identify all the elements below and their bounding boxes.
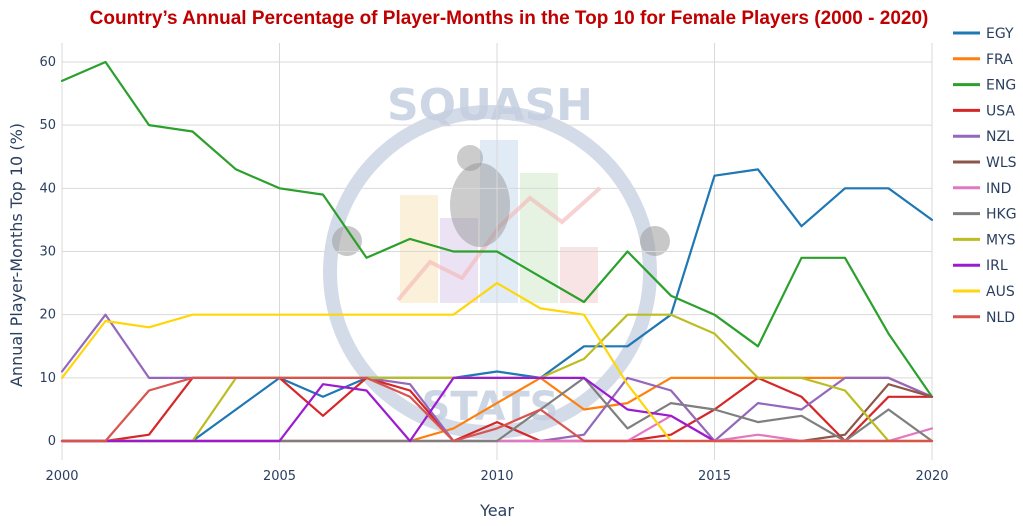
- legend-item-mys[interactable]: MYS: [953, 232, 1016, 248]
- chart-title: Country’s Annual Percentage of Player-Mo…: [90, 8, 929, 29]
- legend-label: AUS: [986, 284, 1015, 300]
- y-axis-label: Annual Player-Months Top 10 (%): [7, 123, 26, 387]
- y-tick-label: 40: [39, 181, 56, 196]
- legend-item-aus[interactable]: AUS: [953, 284, 1015, 300]
- legend-label: IRL: [986, 258, 1008, 274]
- legend-label: HKG: [986, 207, 1017, 223]
- watermark-top-text: SQUASH: [387, 80, 593, 131]
- y-tick-label: 0: [48, 434, 56, 449]
- legend-item-nzl[interactable]: NZL: [953, 129, 1014, 145]
- series-line-eng: [60, 60, 934, 398]
- y-tick-label: 20: [39, 308, 56, 323]
- series-line-egy: [60, 168, 934, 443]
- x-tick-label: 2005: [263, 469, 296, 484]
- legend-item-egy[interactable]: EGY: [953, 26, 1014, 42]
- legend-label: NZL: [986, 129, 1014, 145]
- legend-label: EGY: [986, 26, 1014, 42]
- y-tick-label: 30: [39, 245, 56, 260]
- legend-label: WLS: [986, 155, 1017, 171]
- legend-item-fra[interactable]: FRA: [953, 52, 1013, 68]
- legend-label: FRA: [986, 52, 1013, 68]
- x-tick-label: 2010: [480, 469, 513, 484]
- legend-item-usa[interactable]: USA: [953, 103, 1015, 119]
- y-tick-label: 60: [39, 55, 56, 70]
- x-tick-label: 2020: [915, 469, 948, 484]
- watermark: SQUASH STATS: [323, 80, 670, 439]
- x-axis-label: Year: [479, 501, 514, 520]
- x-tick-label: 2015: [698, 469, 731, 484]
- x-tick-label: 2000: [45, 469, 78, 484]
- series-line-nld: [60, 376, 934, 443]
- legend-item-irl[interactable]: IRL: [953, 258, 1008, 274]
- legend-label: USA: [986, 103, 1015, 119]
- legend-label: ENG: [986, 78, 1016, 94]
- legend-item-nld[interactable]: NLD: [953, 310, 1015, 326]
- legend-label: MYS: [986, 232, 1016, 248]
- series-lines: [60, 60, 934, 443]
- legend-label: IND: [986, 181, 1011, 197]
- legend-item-ind[interactable]: IND: [953, 181, 1011, 197]
- y-tick-label: 10: [39, 371, 56, 386]
- axis-ticks: 0 10 20 30 40 50 60 2000 2005 2010 2015 2020: [39, 55, 948, 484]
- legend-item-eng[interactable]: ENG: [953, 78, 1016, 94]
- y-tick-label: 50: [39, 118, 56, 133]
- legend-item-hkg[interactable]: HKG: [953, 207, 1017, 223]
- watermark-logo-icon: [323, 105, 670, 439]
- legend-item-wls[interactable]: WLS: [953, 155, 1017, 171]
- legend-label: NLD: [986, 310, 1015, 326]
- legend: EGY FRA ENG USA NZL WLS IND HKG MYS IRL AUS NLD: [953, 26, 1017, 326]
